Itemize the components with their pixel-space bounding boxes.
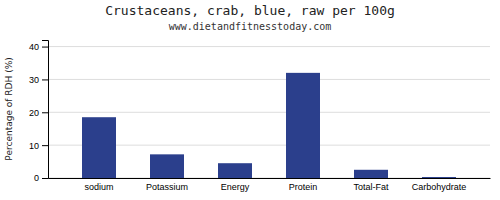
tick-mark bbox=[42, 79, 48, 80]
y-axis-title: Percentage of RDH (%) bbox=[4, 57, 14, 160]
tick-label: Carbohydrate bbox=[412, 182, 467, 192]
bar bbox=[218, 163, 252, 178]
tick: 10 bbox=[29, 141, 48, 151]
tick-label: 10 bbox=[29, 141, 39, 151]
bars bbox=[82, 73, 456, 178]
chart: Crustaceans, crab, blue, raw per 100g www… bbox=[0, 0, 500, 200]
bar bbox=[354, 170, 388, 178]
title: Crustaceans, crab, blue, raw per 100g bbox=[105, 3, 395, 18]
tick-label: Protein bbox=[289, 182, 318, 192]
tick: Total-Fat bbox=[353, 182, 389, 192]
tick: Potassium bbox=[146, 182, 188, 192]
axis-line bbox=[42, 41, 49, 179]
tick-label: Potassium bbox=[146, 182, 188, 192]
tick: Energy bbox=[221, 182, 250, 192]
tick-mark bbox=[42, 178, 48, 179]
subtitle: www.dietandfitnesstoday.com bbox=[169, 21, 332, 32]
tick: sodium bbox=[84, 182, 113, 192]
tick-label: 20 bbox=[29, 108, 39, 118]
grid-line bbox=[48, 112, 490, 113]
bar bbox=[82, 117, 116, 178]
tick: 30 bbox=[29, 75, 48, 85]
tick-label: 30 bbox=[29, 75, 39, 85]
tick: Protein bbox=[289, 182, 318, 192]
tick-label: 40 bbox=[29, 42, 39, 52]
tick: Carbohydrate bbox=[412, 182, 467, 192]
tick-label: Energy bbox=[221, 182, 250, 192]
grid-line bbox=[48, 79, 490, 80]
tick-mark bbox=[42, 145, 48, 146]
tick-mark bbox=[42, 47, 48, 48]
bar bbox=[286, 73, 320, 178]
tick: 40 bbox=[29, 42, 48, 52]
bar bbox=[150, 154, 184, 178]
y-axis: 0 10 20 30 40 bbox=[29, 41, 49, 184]
tick: 0 bbox=[34, 173, 48, 183]
tick-label: Total-Fat bbox=[353, 182, 389, 192]
grid-line bbox=[48, 46, 490, 47]
tick-label: sodium bbox=[84, 182, 113, 192]
bar bbox=[422, 177, 456, 178]
grid bbox=[48, 47, 490, 178]
plot: 0 10 20 30 40 sodium Potassium Energy Protein Tot… bbox=[29, 41, 491, 193]
tick-mark bbox=[42, 112, 48, 113]
axis-line bbox=[49, 178, 491, 179]
tick: 20 bbox=[29, 108, 48, 118]
x-axis: sodium Potassium Energy Protein Total-Fat Car… bbox=[49, 179, 491, 193]
tick-label: 0 bbox=[34, 173, 39, 183]
